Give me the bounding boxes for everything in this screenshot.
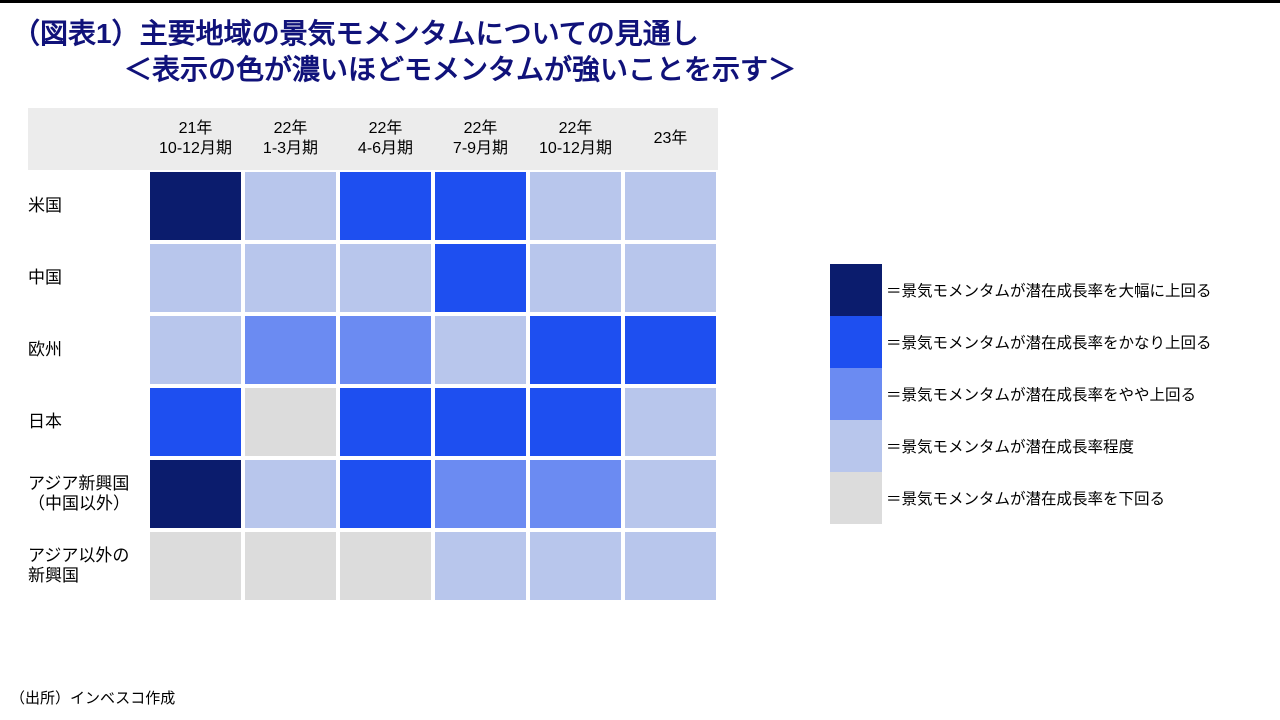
heatmap-row-4: アジア新興国（中国以外） [28, 458, 718, 530]
heatmap-row-0: 米国 [28, 170, 718, 242]
legend-swatch-level4 [830, 316, 882, 368]
col-head-4: 22年10-12月期 [528, 119, 623, 159]
row-label-2: 欧州 [28, 340, 148, 360]
row-label-0: 米国 [28, 196, 148, 216]
row-label-4: アジア新興国（中国以外） [28, 474, 148, 515]
cell-0-5 [625, 172, 716, 240]
cell-5-4 [530, 532, 621, 600]
cell-5-5 [625, 532, 716, 600]
legend-label-4: ＝景気モメンタムが潜在成長率を下回る [886, 487, 1165, 509]
cell-5-0 [150, 532, 241, 600]
col-head-1: 22年1-3月期 [243, 119, 338, 159]
chart-title: （図表1）主要地域の景気モメンタムについての見通し [12, 16, 796, 52]
cell-0-2 [340, 172, 431, 240]
cell-0-4 [530, 172, 621, 240]
heatmap-row-2: 欧州 [28, 314, 718, 386]
col-head-0: 21年10-12月期 [148, 119, 243, 159]
legend-item-1: ＝景気モメンタムが潜在成長率をかなり上回る [830, 316, 1212, 368]
cell-3-4 [530, 388, 621, 456]
cell-4-2 [340, 460, 431, 528]
legend-swatch-level3 [830, 368, 882, 420]
cell-2-1 [245, 316, 336, 384]
cell-2-2 [340, 316, 431, 384]
legend-label-2: ＝景気モメンタムが潜在成長率をやや上回る [886, 383, 1196, 405]
heatmap-row-5: アジア以外の新興国 [28, 530, 718, 602]
cell-1-5 [625, 244, 716, 312]
cell-5-2 [340, 532, 431, 600]
cell-4-3 [435, 460, 526, 528]
heatmap-row-1: 中国 [28, 242, 718, 314]
cell-1-1 [245, 244, 336, 312]
cell-2-5 [625, 316, 716, 384]
cell-3-1 [245, 388, 336, 456]
cell-2-4 [530, 316, 621, 384]
legend-swatch-level2 [830, 420, 882, 472]
cell-0-3 [435, 172, 526, 240]
cell-3-3 [435, 388, 526, 456]
cell-1-2 [340, 244, 431, 312]
legend-label-0: ＝景気モメンタムが潜在成長率を大幅に上回る [886, 279, 1212, 301]
source-note: （出所）インベスコ作成 [10, 687, 175, 708]
cell-5-3 [435, 532, 526, 600]
legend-item-4: ＝景気モメンタムが潜在成長率を下回る [830, 472, 1212, 524]
legend-label-3: ＝景気モメンタムが潜在成長率程度 [886, 435, 1134, 457]
row-label-1: 中国 [28, 268, 148, 288]
chart-subtitle: ＜表示の色が濃いほどモメンタムが強いことを示す＞ [124, 52, 796, 88]
cell-4-4 [530, 460, 621, 528]
cell-2-0 [150, 316, 241, 384]
cell-4-5 [625, 460, 716, 528]
legend-item-2: ＝景気モメンタムが潜在成長率をやや上回る [830, 368, 1212, 420]
top-rule [0, 0, 1280, 3]
legend: ＝景気モメンタムが潜在成長率を大幅に上回る ＝景気モメンタムが潜在成長率をかなり上… [830, 264, 1212, 524]
col-head-2: 22年4-6月期 [338, 119, 433, 159]
col-head-3: 22年7-9月期 [433, 119, 528, 159]
legend-label-1: ＝景気モメンタムが潜在成長率をかなり上回る [886, 331, 1212, 353]
row-label-5: アジア以外の新興国 [28, 546, 148, 587]
cell-4-0 [150, 460, 241, 528]
cell-0-1 [245, 172, 336, 240]
cell-3-5 [625, 388, 716, 456]
row-label-3: 日本 [28, 412, 148, 432]
heatmap-row-3: 日本 [28, 386, 718, 458]
cell-2-3 [435, 316, 526, 384]
legend-swatch-level5 [830, 264, 882, 316]
cell-0-0 [150, 172, 241, 240]
cell-3-2 [340, 388, 431, 456]
cell-1-4 [530, 244, 621, 312]
legend-item-3: ＝景気モメンタムが潜在成長率程度 [830, 420, 1212, 472]
legend-item-0: ＝景気モメンタムが潜在成長率を大幅に上回る [830, 264, 1212, 316]
cell-3-0 [150, 388, 241, 456]
cell-1-0 [150, 244, 241, 312]
cell-4-1 [245, 460, 336, 528]
cell-5-1 [245, 532, 336, 600]
heatmap-header-row: 21年10-12月期22年1-3月期22年4-6月期22年7-9月期22年10-… [28, 108, 718, 170]
heatmap: 21年10-12月期22年1-3月期22年4-6月期22年7-9月期22年10-… [28, 108, 718, 602]
legend-swatch-level1 [830, 472, 882, 524]
title-block: （図表1）主要地域の景気モメンタムについての見通し ＜表示の色が濃いほどモメンタ… [12, 16, 796, 89]
col-head-5: 23年 [623, 129, 718, 149]
cell-1-3 [435, 244, 526, 312]
